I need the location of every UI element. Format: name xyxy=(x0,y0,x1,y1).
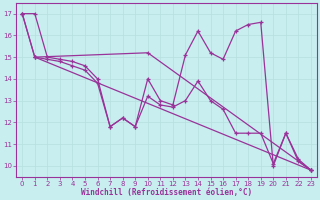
X-axis label: Windchill (Refroidissement éolien,°C): Windchill (Refroidissement éolien,°C) xyxy=(81,188,252,197)
